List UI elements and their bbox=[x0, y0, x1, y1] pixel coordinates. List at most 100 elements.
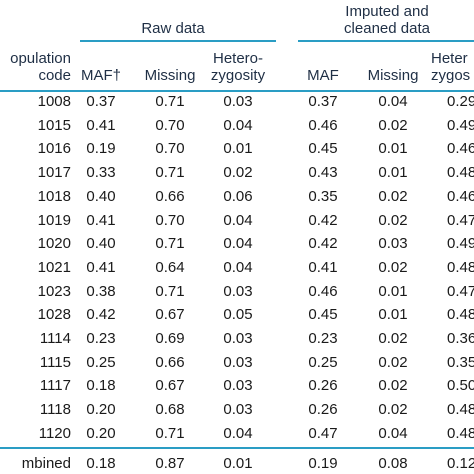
col-header-raw-het-line2: zygosity bbox=[210, 67, 266, 84]
cell-imp-maf: 0.41 bbox=[308, 259, 338, 276]
cell-raw-missing: 0.70 bbox=[155, 117, 185, 134]
cell-raw-maf: 0.20 bbox=[86, 425, 116, 442]
cell-code: 1018 bbox=[37, 188, 71, 205]
cell-imp-maf: 0.43 bbox=[308, 164, 338, 181]
cell-imp-het: 0.49 bbox=[447, 117, 474, 134]
cell-raw-het: 0.03 bbox=[223, 330, 253, 347]
cell-raw-maf: 0.42 bbox=[86, 306, 116, 323]
cell-imp-missing: 0.01 bbox=[378, 306, 408, 323]
cell-raw-het: 0.04 bbox=[223, 259, 253, 276]
header-rule bbox=[0, 90, 474, 92]
col-header-imp-het-line2: zygos bbox=[431, 67, 471, 84]
cell-imp-missing: 0.02 bbox=[378, 401, 408, 418]
cell-raw-missing: 0.70 bbox=[155, 140, 185, 157]
cell-imp-maf: 0.45 bbox=[308, 306, 338, 323]
cell-imp-het: 0.47 bbox=[447, 212, 474, 229]
cell-imp-missing: 0.01 bbox=[378, 164, 408, 181]
cell-imp-maf: 0.46 bbox=[308, 117, 338, 134]
cell-raw-het: 0.04 bbox=[223, 425, 253, 442]
cell-raw-maf: 0.33 bbox=[86, 164, 116, 181]
footer-raw-maf: 0.18 bbox=[86, 455, 116, 472]
cell-raw-missing: 0.71 bbox=[155, 235, 185, 252]
cell-raw-missing: 0.71 bbox=[155, 93, 185, 110]
cell-code: 1021 bbox=[37, 259, 71, 276]
cell-raw-het: 0.04 bbox=[223, 235, 253, 252]
cell-imp-het: 0.47 bbox=[447, 283, 474, 300]
cell-raw-missing: 0.67 bbox=[155, 306, 185, 323]
cell-code: 1117 bbox=[39, 377, 71, 394]
cell-raw-maf: 0.40 bbox=[86, 188, 116, 205]
cell-imp-missing: 0.04 bbox=[378, 93, 408, 110]
group-rule-raw bbox=[80, 40, 276, 42]
cell-raw-het: 0.03 bbox=[223, 354, 253, 371]
cell-imp-het: 0.48 bbox=[447, 164, 474, 181]
cell-code: 1020 bbox=[37, 235, 71, 252]
cell-raw-maf: 0.18 bbox=[86, 377, 116, 394]
cell-raw-maf: 0.19 bbox=[86, 140, 116, 157]
cell-raw-missing: 0.71 bbox=[155, 164, 185, 181]
cell-imp-maf: 0.25 bbox=[308, 354, 338, 371]
cell-imp-missing: 0.01 bbox=[378, 283, 408, 300]
cell-imp-missing: 0.04 bbox=[378, 425, 408, 442]
cell-raw-maf: 0.38 bbox=[86, 283, 116, 300]
cell-raw-maf: 0.41 bbox=[86, 212, 116, 229]
col-header-population-line1: opulation bbox=[10, 50, 71, 67]
cell-raw-het: 0.04 bbox=[223, 212, 253, 229]
cell-imp-maf: 0.42 bbox=[308, 212, 338, 229]
cell-imp-het: 0.46 bbox=[447, 140, 474, 157]
cell-raw-het: 0.04 bbox=[223, 117, 253, 134]
cell-raw-het: 0.02 bbox=[223, 164, 253, 181]
cell-raw-het: 0.03 bbox=[223, 377, 253, 394]
cell-code: 1023 bbox=[37, 283, 71, 300]
cell-imp-het: 0.48 bbox=[447, 425, 474, 442]
cell-imp-maf: 0.42 bbox=[308, 235, 338, 252]
footer-imp-maf: 0.19 bbox=[308, 455, 338, 472]
cell-imp-het: 0.48 bbox=[447, 401, 474, 418]
cell-imp-maf: 0.26 bbox=[308, 377, 338, 394]
cell-imp-het: 0.29 bbox=[447, 93, 474, 110]
col-header-population-line2: code bbox=[38, 67, 71, 84]
cell-imp-missing: 0.02 bbox=[378, 212, 408, 229]
cell-raw-het: 0.03 bbox=[223, 93, 253, 110]
cell-code: 1028 bbox=[37, 306, 71, 323]
cell-code: 1114 bbox=[39, 330, 71, 347]
cell-raw-missing: 0.64 bbox=[155, 259, 185, 276]
cell-raw-missing: 0.66 bbox=[155, 188, 185, 205]
cell-imp-het: 0.48 bbox=[447, 306, 474, 323]
cell-raw-missing: 0.68 bbox=[155, 401, 185, 418]
cell-code: 1015 bbox=[37, 117, 71, 134]
cell-code: 1120 bbox=[38, 425, 71, 442]
cell-code: 1019 bbox=[37, 212, 71, 229]
group-header-raw: Raw data bbox=[141, 20, 205, 37]
group-header-imputed-line2: cleaned data bbox=[344, 20, 430, 37]
cell-imp-maf: 0.23 bbox=[308, 330, 338, 347]
footer-imp-het: 0.12 bbox=[447, 455, 474, 472]
cell-imp-missing: 0.01 bbox=[378, 140, 408, 157]
cell-imp-het: 0.36 bbox=[447, 330, 474, 347]
cell-imp-maf: 0.47 bbox=[308, 425, 338, 442]
col-header-imp-maf: MAF bbox=[307, 67, 339, 84]
cell-raw-missing: 0.71 bbox=[155, 425, 185, 442]
cell-code: 1118 bbox=[39, 401, 71, 418]
cell-raw-maf: 0.41 bbox=[86, 117, 116, 134]
cell-raw-maf: 0.37 bbox=[86, 93, 116, 110]
cell-raw-maf: 0.25 bbox=[86, 354, 116, 371]
cell-imp-maf: 0.35 bbox=[308, 188, 338, 205]
col-header-raw-missing: Missing bbox=[144, 67, 196, 84]
cell-code: 1115 bbox=[39, 354, 71, 371]
col-header-imp-het-line1: Heter bbox=[431, 50, 468, 67]
footer-raw-het: 0.01 bbox=[223, 455, 253, 472]
group-rule-imputed bbox=[298, 40, 474, 42]
cell-code: 1016 bbox=[37, 140, 71, 157]
footer-code: mbined bbox=[21, 455, 71, 472]
cell-imp-missing: 0.02 bbox=[378, 188, 408, 205]
cell-imp-maf: 0.37 bbox=[308, 93, 338, 110]
col-header-raw-maf: MAF† bbox=[80, 67, 122, 84]
cell-imp-het: 0.35 bbox=[447, 354, 474, 371]
cell-raw-missing: 0.69 bbox=[155, 330, 185, 347]
cell-raw-het: 0.05 bbox=[223, 306, 253, 323]
cell-code: 1008 bbox=[37, 93, 71, 110]
col-header-imp-missing: Missing bbox=[367, 67, 419, 84]
cell-raw-het: 0.03 bbox=[223, 283, 253, 300]
